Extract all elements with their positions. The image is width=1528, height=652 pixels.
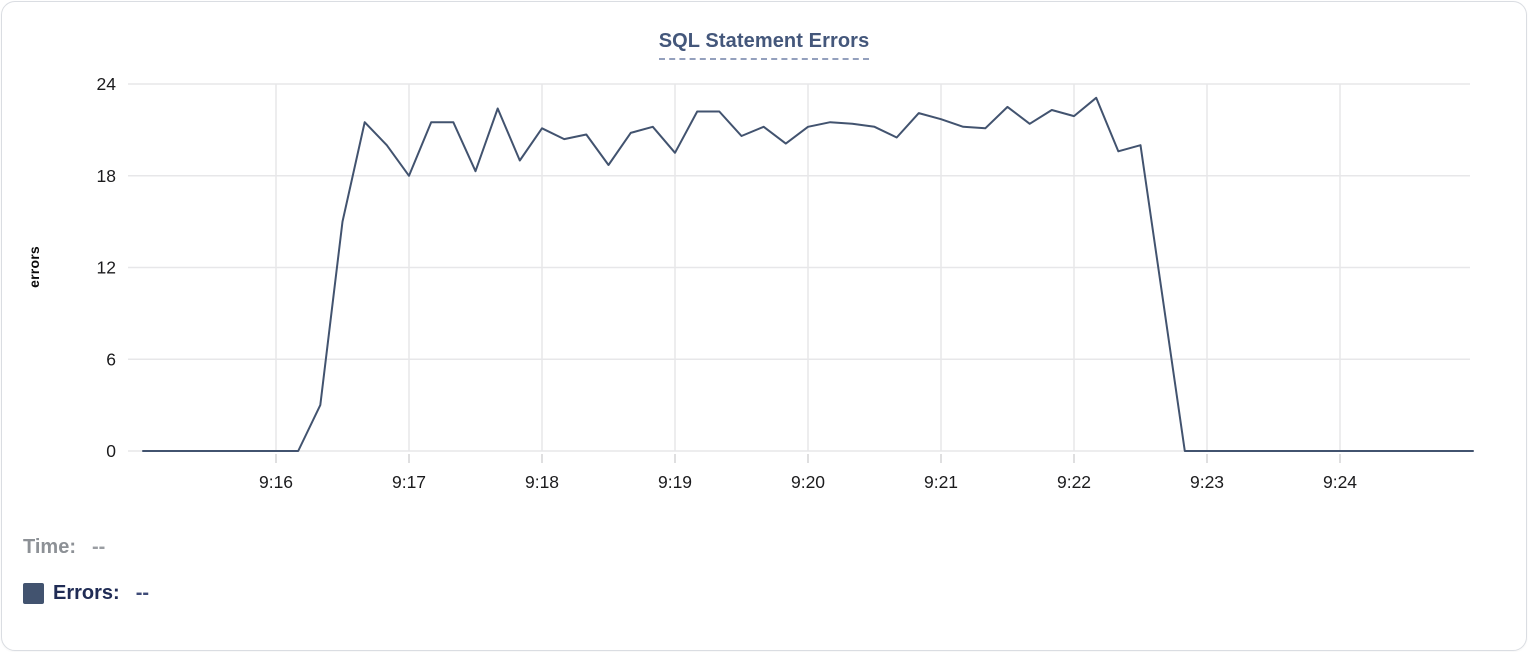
x-tick-label: 9:20 <box>791 472 825 492</box>
chart-header: SQL Statement Errors <box>0 30 1528 60</box>
y-tick-label: 0 <box>106 441 116 461</box>
line-chart-plot-area[interactable]: 0 6 12 18 24 9:16 9:17 9:18 9:19 9:20 9:21 9:22 9:23… <box>0 0 1528 500</box>
x-tick-label: 9:24 <box>1323 472 1357 492</box>
time-readout-label: Time: <box>23 536 76 558</box>
errors-readout-value: -- <box>135 582 150 604</box>
x-tick-label: 9:21 <box>924 472 958 492</box>
x-tick-label: 9:18 <box>525 472 559 492</box>
y-gridlines-and-labels: 0 6 12 18 24 <box>97 74 1470 461</box>
y-tick-label: 6 <box>106 349 116 369</box>
x-tick-label: 9:17 <box>392 472 426 492</box>
y-tick-label: 24 <box>97 74 117 94</box>
x-tick-label: 9:22 <box>1057 472 1091 492</box>
errors-series-swatch-icon <box>23 583 44 604</box>
x-tick-label: 9:19 <box>658 472 692 492</box>
y-axis-label: errors <box>26 246 42 288</box>
errors-readout-label: Errors: <box>53 582 120 604</box>
time-readout-row: Time: -- <box>23 536 105 559</box>
x-gridlines-and-labels: 9:16 9:17 9:18 9:19 9:20 9:21 9:22 9:23 9:24 <box>259 84 1357 492</box>
errors-readout-row: Errors: -- <box>23 582 149 605</box>
chart-title[interactable]: SQL Statement Errors <box>658 30 870 60</box>
time-readout-value: -- <box>91 536 106 558</box>
x-tick-label: 9:23 <box>1190 472 1224 492</box>
y-tick-label: 12 <box>97 258 116 278</box>
errors-series-line <box>142 96 1474 452</box>
y-tick-label: 18 <box>97 166 116 186</box>
x-tick-label: 9:16 <box>259 472 293 492</box>
